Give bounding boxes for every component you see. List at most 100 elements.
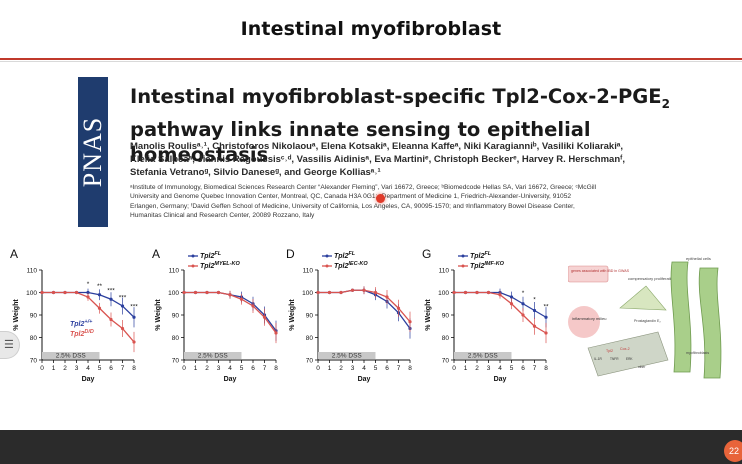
x-tick-label: 3 bbox=[217, 365, 221, 372]
legend-label: Tpl2FL bbox=[470, 251, 492, 260]
legend-superscript: MYEL-KO bbox=[214, 261, 240, 267]
x-tick-label: 8 bbox=[132, 365, 136, 372]
data-point bbox=[182, 290, 186, 295]
legend-superscript: IMF-KO bbox=[484, 261, 504, 267]
y-tick-label: 80 bbox=[172, 335, 180, 342]
data-point bbox=[262, 315, 267, 319]
tnfr-label: TNFR bbox=[610, 357, 619, 361]
x-tick-label: 8 bbox=[544, 365, 548, 372]
dss-label: 2.5% DSS bbox=[56, 353, 87, 360]
dss-bar bbox=[42, 352, 100, 359]
legend-label: Tpl2FL bbox=[334, 251, 356, 260]
x-tick-label: 8 bbox=[274, 365, 278, 372]
affiliation-line: University and Genome Quebec Innovation … bbox=[130, 193, 572, 201]
author-list: Manolis Roulisᵃ˒¹, Christoforos Nikolaou… bbox=[130, 140, 700, 179]
x-tick-label: 8 bbox=[408, 365, 412, 372]
y-tick-label: 80 bbox=[306, 335, 314, 342]
y-tick-label: 80 bbox=[442, 335, 450, 342]
x-tick-label: 6 bbox=[385, 365, 389, 372]
x-tick-label: 2 bbox=[205, 365, 209, 372]
x-tick-label: 1 bbox=[328, 365, 332, 372]
data-point bbox=[521, 313, 525, 317]
epithelial-villus-right bbox=[698, 267, 722, 379]
x-axis-label: Day bbox=[224, 376, 237, 383]
weight-chart: A 110 100 90 80 700 1 2 3 4 5 6 7 8 2.5% DSS Day % Weigh… bbox=[10, 247, 138, 383]
compensatory-triangle bbox=[619, 285, 667, 311]
x-tick-label: 5 bbox=[98, 365, 102, 372]
data-point bbox=[396, 306, 401, 310]
y-tick-label: 80 bbox=[30, 335, 38, 342]
data-point bbox=[521, 302, 525, 306]
x-tick-label: 5 bbox=[374, 365, 378, 372]
significance-marker: *** bbox=[130, 303, 138, 310]
data-point bbox=[544, 315, 548, 319]
paper-title-line1: Intestinal myofibroblast-specific Tpl2-C… bbox=[130, 85, 662, 108]
data-point bbox=[362, 288, 366, 292]
legend-superscript: FL bbox=[484, 251, 491, 257]
x-tick-label: 4 bbox=[86, 365, 90, 372]
data-point bbox=[408, 320, 412, 324]
data-point bbox=[486, 290, 491, 295]
legend-label: Tpl2IEC-KO bbox=[334, 261, 368, 270]
data-point bbox=[132, 340, 136, 344]
notification-badge[interactable]: 22 bbox=[724, 440, 742, 462]
y-tick-label: 70 bbox=[172, 358, 180, 365]
chart-panel-a-myel: A 110 100 90 80 70 0 1 2 3 4 5 6 7 8 2.5% DSS Day % Weigh… bbox=[150, 246, 286, 388]
y-tick-label: 70 bbox=[30, 358, 38, 365]
dss-bar bbox=[184, 352, 242, 359]
dss-label: 2.5% DSS bbox=[198, 353, 229, 360]
legend-swatch-dot bbox=[325, 254, 329, 258]
data-point bbox=[86, 295, 90, 299]
y-tick-label: 100 bbox=[26, 290, 37, 297]
x-tick-label: 7 bbox=[533, 365, 537, 372]
significance-marker: * bbox=[533, 297, 536, 304]
legend-label: Tpl2MYEL-KO bbox=[200, 261, 240, 270]
x-tick-label: 4 bbox=[362, 365, 366, 372]
authors-line: Stefania Vetranoᵍ, Silvio Daneseᵍ, and G… bbox=[130, 167, 381, 178]
data-point bbox=[239, 297, 244, 301]
x-tick-label: 7 bbox=[121, 365, 125, 372]
bottom-control-bar bbox=[0, 430, 742, 464]
inflammatory-milieu-label: inflammatory milieu bbox=[572, 316, 606, 321]
y-tick-label: 70 bbox=[306, 358, 314, 365]
x-tick-label: 0 bbox=[182, 365, 186, 372]
x-tick-label: 3 bbox=[75, 365, 79, 372]
x-tick-label: 4 bbox=[498, 365, 502, 372]
paper-title-subscript: 2 bbox=[661, 96, 670, 111]
legend-label: Tpl2+/+ bbox=[70, 319, 93, 328]
dss-label: 2.5% DSS bbox=[468, 353, 499, 360]
data-point bbox=[63, 290, 67, 295]
x-axis-label: Day bbox=[358, 376, 371, 383]
data-point bbox=[205, 290, 209, 295]
data-point bbox=[274, 331, 278, 335]
paper-title: Intestinal myofibroblast-specific Tpl2-C… bbox=[130, 84, 690, 167]
data-point bbox=[74, 290, 79, 295]
data-point bbox=[132, 315, 136, 319]
data-point bbox=[193, 290, 198, 295]
data-point bbox=[373, 290, 378, 295]
compensatory-label: compensatory proliferation bbox=[628, 276, 675, 281]
data-point bbox=[544, 331, 548, 335]
legend-label: Tpl2IMF-KO bbox=[470, 261, 505, 270]
data-point bbox=[216, 290, 221, 295]
y-tick-label: 110 bbox=[303, 268, 314, 275]
x-tick-label: 1 bbox=[194, 365, 198, 372]
significance-marker: * bbox=[522, 290, 525, 297]
x-tick-label: 1 bbox=[464, 365, 468, 372]
x-tick-label: 0 bbox=[316, 365, 320, 372]
legend-swatch-dot bbox=[325, 264, 329, 268]
genes-callout-text: genes associated with IBD in GWAS bbox=[571, 269, 630, 273]
epithelial-label: epithelial cells bbox=[686, 256, 711, 261]
y-tick-label: 70 bbox=[442, 358, 450, 365]
data-point bbox=[120, 304, 125, 308]
data-point bbox=[109, 317, 113, 322]
x-tick-label: 1 bbox=[52, 365, 56, 372]
inflammatory-milieu-circle bbox=[568, 306, 600, 338]
il1r-label: IL-1R bbox=[594, 357, 602, 361]
dss-bar bbox=[318, 352, 376, 359]
pnas-logo-text: PNAS bbox=[78, 116, 107, 188]
title-divider bbox=[0, 58, 742, 60]
legend-swatch-dot bbox=[461, 254, 465, 258]
x-tick-label: 7 bbox=[397, 365, 401, 372]
legend-label: Tpl2D/D bbox=[70, 329, 94, 338]
